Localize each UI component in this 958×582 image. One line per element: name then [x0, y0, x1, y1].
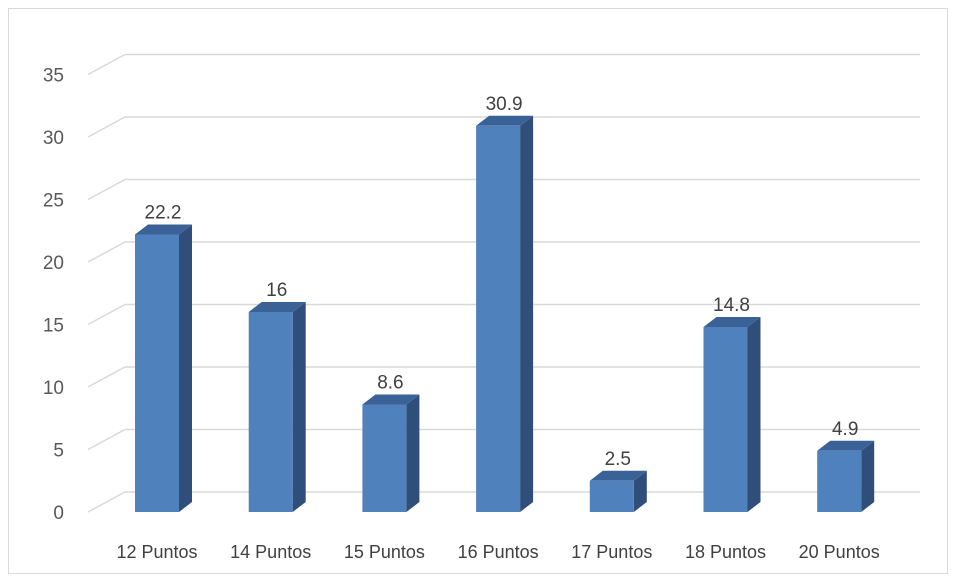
- y-tick-label: 5: [53, 441, 64, 462]
- bar-top: [589, 470, 647, 481]
- data-label: 8.6: [377, 373, 403, 394]
- bar-side: [179, 224, 192, 512]
- y-tick-label: 15: [43, 316, 64, 337]
- bar-side: [861, 440, 875, 512]
- data-label: 2.5: [605, 449, 631, 470]
- bar-top: [362, 394, 420, 405]
- bar: [703, 327, 748, 512]
- gridline-side: [87, 241, 126, 263]
- y-tick-label: 35: [43, 66, 64, 87]
- y-tick-label: 20: [43, 253, 64, 274]
- gridline-side: [87, 303, 126, 326]
- data-label: 30.9: [486, 94, 523, 115]
- bar-side: [292, 302, 306, 512]
- x-tick-label: 18 Puntos: [685, 542, 766, 562]
- bar: [135, 234, 179, 512]
- y-tick-label: 0: [53, 503, 64, 524]
- x-tick-label: 12 Puntos: [116, 542, 197, 562]
- gridline-side: [87, 491, 126, 513]
- bar: [248, 312, 293, 512]
- data-label: 16: [266, 280, 287, 301]
- bar: [476, 125, 521, 512]
- bars: [135, 115, 875, 512]
- bar-side: [633, 470, 647, 512]
- x-tick-label: 20 Puntos: [799, 542, 880, 562]
- bar-top: [135, 224, 192, 235]
- gridline-side: [87, 116, 126, 138]
- bar: [362, 404, 407, 512]
- gridline-side: [87, 366, 126, 388]
- bar-top: [476, 115, 534, 126]
- data-label: 22.2: [145, 203, 182, 224]
- x-tick-label: 14 Puntos: [230, 542, 311, 562]
- x-tick-label: 16 Puntos: [458, 542, 539, 562]
- bar-top: [817, 440, 875, 451]
- bar: [589, 480, 634, 512]
- gridline-side: [87, 428, 126, 451]
- gridline-side: [87, 178, 126, 201]
- bar: [817, 450, 862, 512]
- y-tick-label: 25: [43, 191, 64, 212]
- x-tick-label: 15 Puntos: [344, 542, 425, 562]
- bar-top: [703, 317, 761, 327]
- data-label: 4.9: [832, 419, 858, 440]
- y-tick-label: 30: [43, 128, 64, 149]
- data-labels: 22.2 16 8.6 30.9 2.5 14.8 4.9: [145, 94, 859, 470]
- data-label: 14.8: [713, 295, 750, 316]
- y-tick-label: 10: [43, 378, 64, 399]
- gridline-side: [87, 53, 126, 76]
- bar-side: [520, 115, 534, 512]
- bar-side: [747, 317, 761, 512]
- bar-top: [248, 302, 306, 312]
- x-axis-ticks: 12 Puntos 14 Puntos 15 Puntos 16 Puntos 17 P…: [116, 542, 879, 562]
- bar-side: [406, 394, 420, 512]
- x-tick-label: 17 Puntos: [571, 542, 652, 562]
- y-axis-ticks: 0 5 10 15 20 25 30 35: [43, 66, 64, 525]
